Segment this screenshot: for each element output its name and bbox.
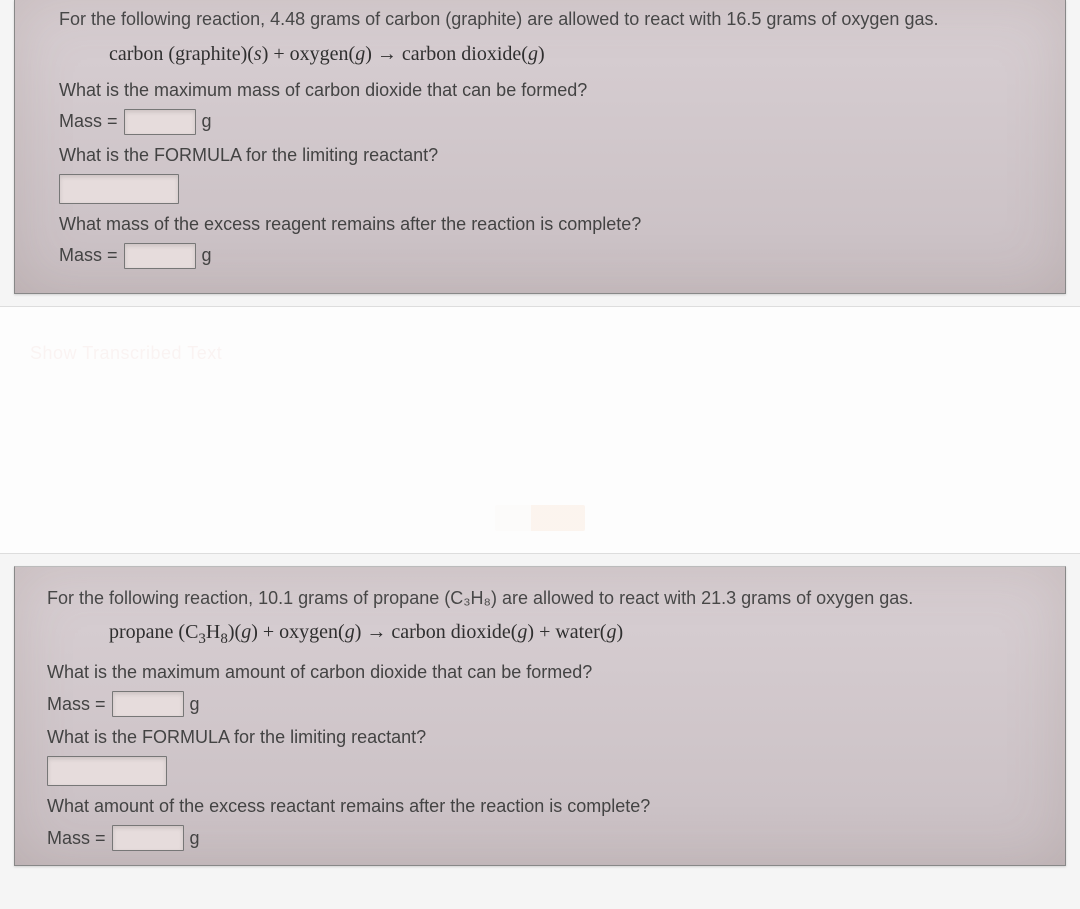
problem-1-equation: carbon (graphite)(s) + oxygen(g) → carbo…: [109, 43, 1041, 66]
problem-2-mass-row-1: Mass = g: [47, 691, 1041, 717]
problem-1-q3: What mass of the excess reagent remains …: [59, 214, 1041, 235]
unit-g: g: [202, 245, 212, 266]
problem-1-q2: What is the FORMULA for the limiting rea…: [59, 145, 1041, 166]
problem-1-q1: What is the maximum mass of carbon dioxi…: [59, 80, 1041, 101]
mass-label: Mass =: [47, 694, 106, 715]
problem-1-mass-input-1[interactable]: [124, 109, 196, 135]
problem-2-mass-input-2[interactable]: [112, 825, 184, 851]
problem-1-mass-row-1: Mass = g: [59, 109, 1041, 135]
unit-g: g: [190, 828, 200, 849]
problem-2-panel: For the following reaction, 10.1 grams o…: [14, 566, 1066, 867]
problem-2-q2: What is the FORMULA for the limiting rea…: [47, 727, 1041, 748]
unit-g: g: [190, 694, 200, 715]
middle-spacer: Show Transcribed Text: [0, 306, 1080, 554]
faint-badge: [495, 505, 585, 531]
problem-2-mass-row-2: Mass = g: [47, 825, 1041, 851]
problem-2-intro: For the following reaction, 10.1 grams o…: [39, 579, 1041, 614]
problem-1-formula-input[interactable]: [59, 174, 179, 204]
problem-1-intro: For the following reaction, 4.48 grams o…: [39, 0, 1041, 35]
problem-2-q3: What amount of the excess reactant remai…: [47, 796, 1041, 817]
problem-2-equation: propane (C3H8)(g) + oxygen(g) → carbon d…: [109, 621, 1041, 648]
mass-label: Mass =: [59, 245, 118, 266]
mass-label: Mass =: [59, 111, 118, 132]
unit-g: g: [202, 111, 212, 132]
problem-2-formula-input[interactable]: [47, 756, 167, 786]
problem-1-mass-input-2[interactable]: [124, 243, 196, 269]
problem-2-mass-input-1[interactable]: [112, 691, 184, 717]
problem-2-q1: What is the maximum amount of carbon dio…: [47, 662, 1041, 683]
problem-1-mass-row-2: Mass = g: [59, 243, 1041, 269]
problem-1-panel: For the following reaction, 4.48 grams o…: [14, 0, 1066, 294]
mass-label: Mass =: [47, 828, 106, 849]
show-transcribed-link[interactable]: Show Transcribed Text: [30, 343, 222, 364]
